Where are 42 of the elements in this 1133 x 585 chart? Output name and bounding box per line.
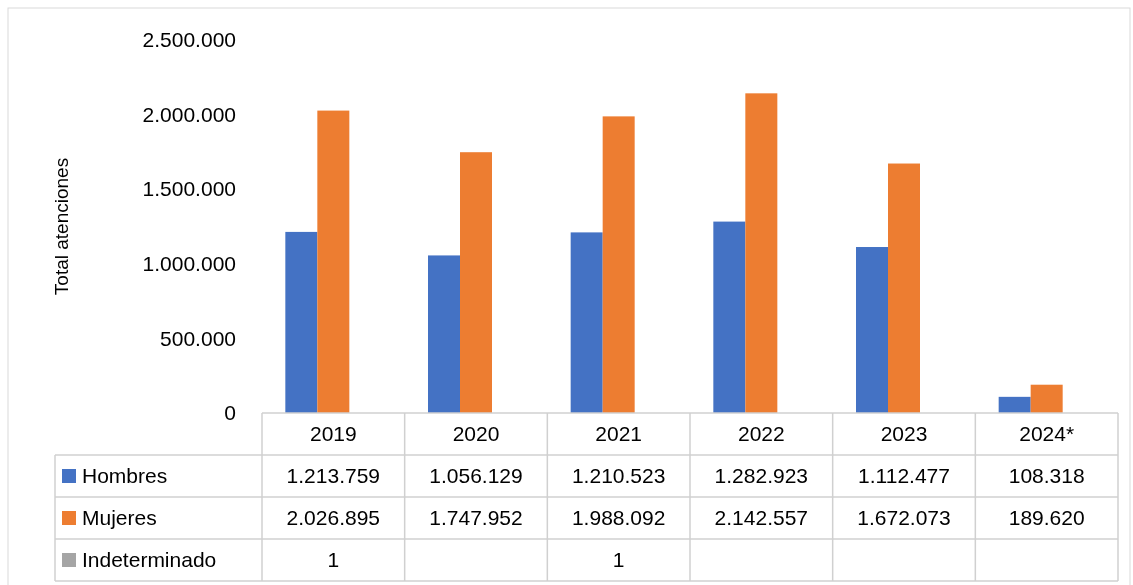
bar (998, 396, 1031, 413)
data-label: 1.988.092 (571, 506, 666, 529)
legend-label: Mujeres (82, 506, 157, 529)
bar (1030, 384, 1063, 413)
data-label: 1 (612, 548, 625, 571)
x-tick-label: 2019 (309, 422, 357, 445)
data-label: 2.142.557 (714, 506, 809, 529)
data-label: 1.747.952 (429, 506, 523, 529)
x-tick-label: 2021 (595, 422, 643, 445)
data-label: 189.620 (1008, 506, 1085, 529)
bar (570, 232, 603, 413)
x-tick-label: 2023 (880, 422, 928, 445)
data-label: 1.282.923 (714, 464, 809, 487)
bar (428, 255, 460, 413)
y-tick-label: 2.500.000 (142, 28, 236, 52)
bar (856, 247, 888, 413)
data-label: 1.213.759 (286, 464, 381, 487)
y-tick-label: 1.000.000 (142, 252, 236, 276)
bar (317, 110, 350, 413)
y-axis-title: Total atenciones (51, 157, 72, 296)
bar (888, 163, 920, 413)
data-label: 1 (327, 548, 340, 571)
data-label: 1.672.073 (857, 506, 951, 529)
data-label: 2.026.895 (286, 506, 381, 529)
bar (602, 116, 635, 413)
x-tick-label: 2024* (1019, 422, 1075, 445)
x-tick-label: 2020 (452, 422, 500, 445)
bar (460, 152, 492, 413)
x-tick-label: 2022 (737, 422, 785, 445)
data-label: 1.112.477 (858, 464, 950, 487)
y-tick-label: 0 (224, 401, 236, 425)
y-tick-label: 1.500.000 (142, 177, 236, 201)
legend-label: Indeterminado (82, 548, 217, 571)
y-tick-label: 2.000.000 (142, 102, 236, 126)
legend-label: Hombres (82, 464, 168, 487)
y-tick-label: 500.000 (160, 326, 236, 350)
bar (745, 93, 778, 413)
data-label: 1.210.523 (571, 464, 666, 487)
data-label: 108.318 (1008, 464, 1085, 487)
data-label: 1.056.129 (429, 464, 523, 487)
bar (285, 231, 318, 413)
bar (713, 221, 746, 413)
